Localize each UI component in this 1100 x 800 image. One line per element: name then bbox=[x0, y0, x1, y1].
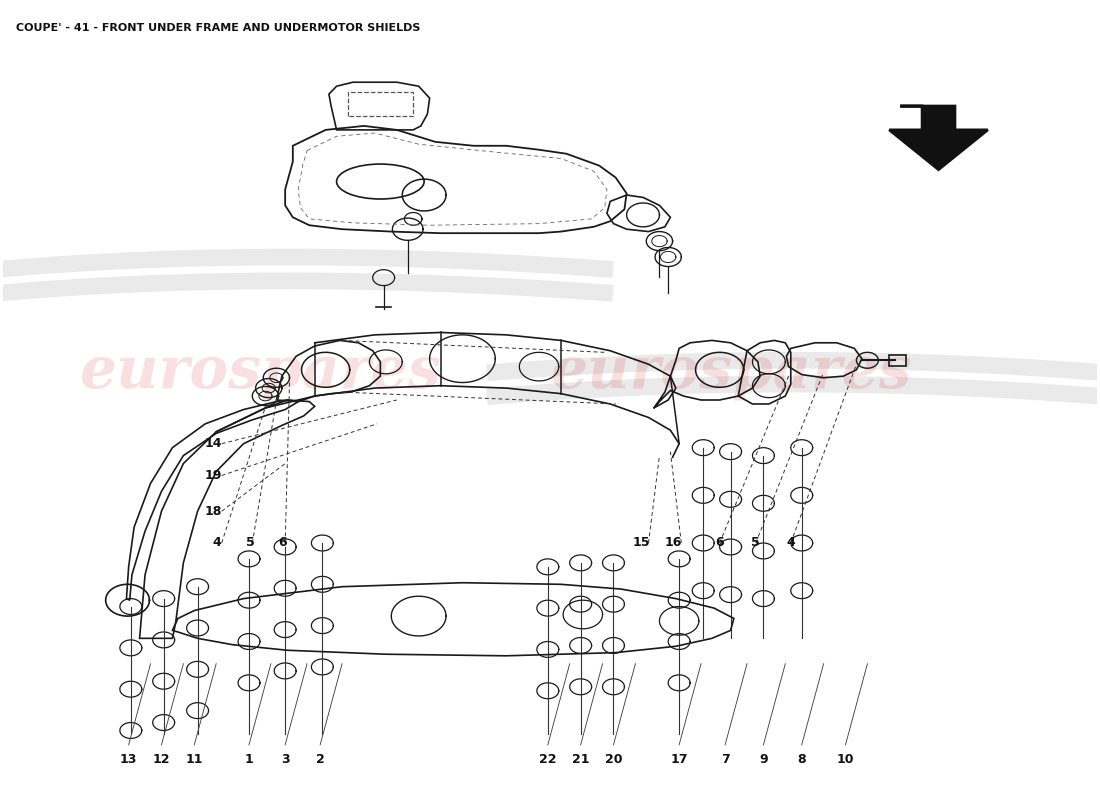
Text: eurospares: eurospares bbox=[550, 344, 912, 401]
Text: 18: 18 bbox=[205, 505, 221, 518]
Text: 15: 15 bbox=[632, 537, 650, 550]
Text: 4: 4 bbox=[213, 537, 222, 550]
Polygon shape bbox=[889, 106, 988, 170]
Text: COUPE' - 41 - FRONT UNDER FRAME AND UNDERMOTOR SHIELDS: COUPE' - 41 - FRONT UNDER FRAME AND UNDE… bbox=[15, 22, 420, 33]
Text: eurospares: eurospares bbox=[79, 344, 441, 401]
Text: 6: 6 bbox=[715, 537, 724, 550]
Text: 10: 10 bbox=[837, 753, 855, 766]
Text: 19: 19 bbox=[205, 469, 221, 482]
Text: 3: 3 bbox=[280, 753, 289, 766]
Text: 5: 5 bbox=[245, 537, 254, 550]
Text: 5: 5 bbox=[751, 537, 760, 550]
Text: 7: 7 bbox=[720, 753, 729, 766]
Text: 14: 14 bbox=[205, 437, 222, 450]
Text: 22: 22 bbox=[539, 753, 557, 766]
Text: 9: 9 bbox=[759, 753, 768, 766]
Text: 17: 17 bbox=[670, 753, 688, 766]
Text: 8: 8 bbox=[798, 753, 806, 766]
Text: 21: 21 bbox=[572, 753, 590, 766]
Text: 6: 6 bbox=[278, 537, 287, 550]
Text: 12: 12 bbox=[153, 753, 170, 766]
Text: 11: 11 bbox=[186, 753, 204, 766]
Text: 2: 2 bbox=[316, 753, 324, 766]
Text: 1: 1 bbox=[244, 753, 253, 766]
Text: 4: 4 bbox=[786, 537, 795, 550]
Text: 20: 20 bbox=[605, 753, 623, 766]
Text: 16: 16 bbox=[666, 537, 682, 550]
Text: 13: 13 bbox=[120, 753, 138, 766]
